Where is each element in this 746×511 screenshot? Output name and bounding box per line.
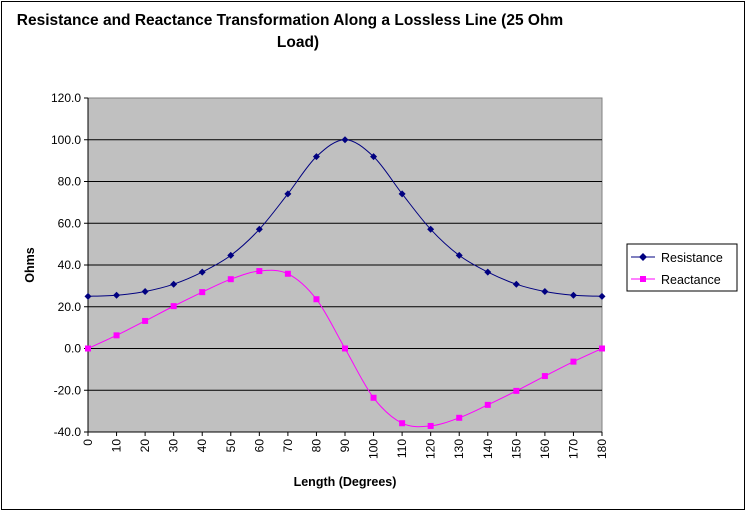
x-tick-label: 130 xyxy=(452,439,466,459)
resistance-point xyxy=(427,225,435,233)
legend-marker-reactance xyxy=(640,276,646,282)
reactance-point xyxy=(456,414,463,421)
y-tick-label: 0.0 xyxy=(64,342,81,356)
y-tick-label: -20.0 xyxy=(54,383,82,397)
reactance-point xyxy=(513,387,520,394)
resistance-point xyxy=(84,292,92,300)
y-tick-label: 80.0 xyxy=(58,175,82,189)
x-tick-label: 10 xyxy=(110,439,124,453)
x-tick-label: 20 xyxy=(138,439,152,453)
resistance-point xyxy=(141,288,149,296)
legend-marker-resistance xyxy=(639,253,647,261)
series-reactance xyxy=(85,268,605,429)
x-tick-label: 40 xyxy=(195,439,209,453)
resistance-point xyxy=(227,251,235,259)
x-tick-label: 50 xyxy=(224,439,238,453)
resistance-point xyxy=(113,291,121,299)
resistance-point xyxy=(512,280,520,288)
y-tick-label: 20.0 xyxy=(58,300,82,314)
resistance-point xyxy=(455,251,463,259)
chart-title-line-2: Load) xyxy=(277,34,319,51)
chart-title-line-1: Resistance and Reactance Transformation … xyxy=(17,12,563,29)
resistance-point xyxy=(284,190,292,198)
x-tick-label: 170 xyxy=(566,439,580,459)
legend-box xyxy=(626,243,738,292)
reactance-point xyxy=(541,373,548,380)
y-axis-title: Ohms xyxy=(23,247,37,282)
x-tick-label: 70 xyxy=(281,439,295,453)
reactance-point xyxy=(599,345,605,352)
series xyxy=(84,136,606,429)
reactance-point xyxy=(570,358,577,365)
axes xyxy=(84,97,603,436)
reactance-point xyxy=(313,296,320,303)
y-tick-label: 60.0 xyxy=(58,216,82,230)
y-tick-labels: -40.0 -20.0 0.0 20.0 40.0 60.0 80.0 100.0 120.0 xyxy=(51,91,81,439)
reactance-point xyxy=(85,345,91,352)
legend-label-resistance: Resistance xyxy=(661,251,723,265)
reactance-point xyxy=(284,270,291,277)
resistance-point xyxy=(341,136,349,144)
reactance-point xyxy=(427,422,434,429)
reactance-point xyxy=(256,268,263,275)
resistance-point xyxy=(255,225,263,233)
x-tick-label: 160 xyxy=(538,439,552,459)
resistance-point xyxy=(312,153,320,161)
reactance-point xyxy=(113,332,120,339)
x-tick-label: 60 xyxy=(252,439,266,453)
y-tick-label: 100.0 xyxy=(51,133,81,147)
x-axis-title: Length (Degrees) xyxy=(294,475,397,489)
resistance-point xyxy=(598,292,606,300)
x-tick-label: 90 xyxy=(338,439,352,453)
reactance-point xyxy=(484,401,491,408)
reactance-point xyxy=(342,345,348,352)
legend: Resistance Reactance xyxy=(626,243,738,292)
x-tick-label: 150 xyxy=(509,439,523,459)
reactance-point xyxy=(142,317,149,324)
series-resistance xyxy=(84,136,606,300)
reactance-point xyxy=(399,420,406,427)
reactance-point xyxy=(370,394,377,401)
resistance-point xyxy=(398,190,406,198)
x-tick-label: 30 xyxy=(167,439,181,453)
x-tick-label: 140 xyxy=(481,439,495,459)
x-tick-labels: 0 10 20 30 40 50 60 70 80 90 100 110 120 130 140 150 160… xyxy=(81,439,609,459)
resistance-point xyxy=(198,268,206,276)
x-tick-label: 180 xyxy=(595,439,609,459)
resistance-point xyxy=(370,153,378,161)
resistance-point xyxy=(170,280,178,288)
y-tick-label: 120.0 xyxy=(51,91,81,105)
reactance-point xyxy=(199,289,206,296)
y-tick-label: 40.0 xyxy=(58,258,82,272)
x-tick-label: 120 xyxy=(424,439,438,459)
y-tick-label: -40.0 xyxy=(54,425,82,439)
x-tick-label: 100 xyxy=(367,439,381,459)
x-tick-label: 110 xyxy=(395,439,409,458)
resistance-point xyxy=(541,288,549,296)
x-tick-label: 80 xyxy=(309,439,323,453)
resistance-point xyxy=(569,291,577,299)
legend-label-reactance: Reactance xyxy=(661,273,721,287)
resistance-point xyxy=(484,268,492,276)
x-tick-label: 0 xyxy=(81,439,95,446)
reactance-point xyxy=(170,303,177,310)
reactance-point xyxy=(227,276,234,283)
